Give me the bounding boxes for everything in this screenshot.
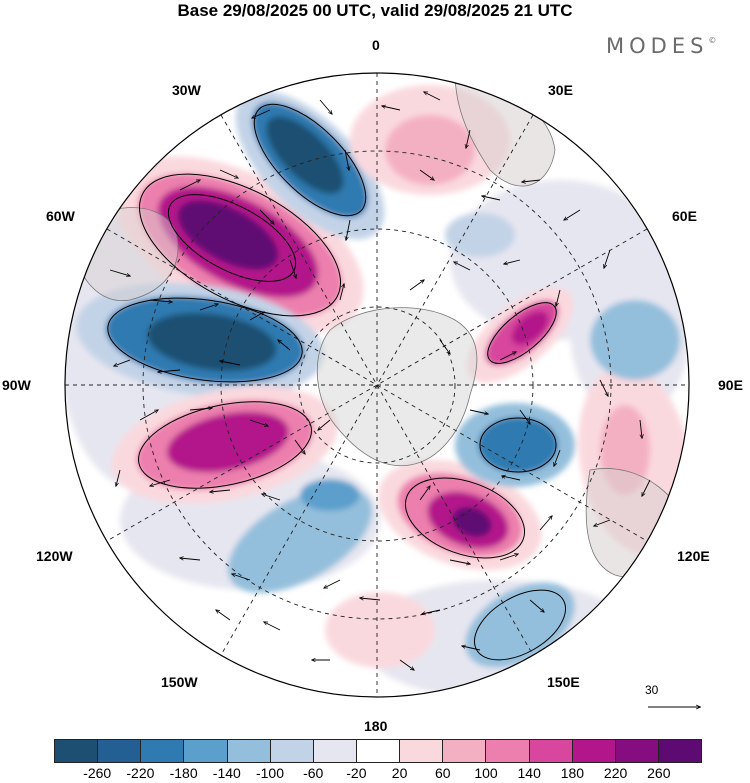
colorbar-tick-label: 60 xyxy=(435,765,451,781)
map-disk xyxy=(65,73,689,697)
lon-label-90e: 90E xyxy=(718,377,743,393)
lon-label-150e: 150E xyxy=(547,674,580,690)
colorbar-swatch xyxy=(98,740,142,762)
lon-label-150w: 150W xyxy=(161,674,198,690)
antarctica-landmass xyxy=(316,307,478,467)
brand-name: MODES xyxy=(606,34,709,58)
lon-label-60w: 60W xyxy=(46,208,75,224)
colorbar-swatch xyxy=(443,740,487,762)
colorbar-tick-label: -260 xyxy=(83,765,112,781)
colorbar-tick-label: -180 xyxy=(169,765,198,781)
colorbar-tick-label: -60 xyxy=(303,765,324,781)
colorbar-swatch xyxy=(658,740,702,762)
colorbar-swatch xyxy=(615,740,659,762)
copyright-mark: © xyxy=(708,36,717,45)
lon-label-30e: 30E xyxy=(548,82,573,98)
lon-label-90w: 90W xyxy=(2,377,31,393)
colorbar-tick-label: 220 xyxy=(603,765,628,781)
colorbar-tick-label: -220 xyxy=(126,765,155,781)
lon-label-120e: 120E xyxy=(677,548,710,564)
colorbar-swatch xyxy=(141,740,185,762)
lon-label-180: 180 xyxy=(364,718,388,734)
colorbar-tick-label: 100 xyxy=(474,765,498,781)
colorbar-tick-label: -100 xyxy=(255,765,285,781)
graticule xyxy=(65,73,689,697)
colorbar-swatch xyxy=(529,740,573,762)
polar-map xyxy=(64,72,750,740)
australia-landmass xyxy=(585,468,689,580)
colorbar-swatch xyxy=(356,740,401,762)
colorbar-tick-label: 20 xyxy=(391,765,408,781)
colorbar-swatch xyxy=(572,740,616,762)
lon-label-60e: 60E xyxy=(672,208,697,224)
lon-label-120w: 120W xyxy=(36,548,73,564)
anomaly-fill xyxy=(65,85,689,697)
colorbar-swatch xyxy=(400,740,444,762)
colorbar-swatch xyxy=(227,740,271,762)
contour-lines xyxy=(107,103,567,661)
colorbar-tick-label: -20 xyxy=(346,765,367,781)
colorbar-swatch xyxy=(313,740,357,762)
colorbar-swatch xyxy=(55,740,99,762)
lon-label-0: 0 xyxy=(372,37,380,53)
colorbar-swatch xyxy=(184,740,228,762)
colorbar-swatch xyxy=(270,740,314,762)
colorbar-tick-label: 180 xyxy=(560,765,585,781)
colorbar-tick-label: -140 xyxy=(212,765,241,781)
colorbar-tick-label: 260 xyxy=(647,765,671,781)
lon-label-30w: 30W xyxy=(172,82,201,98)
modes-logo: MODES© xyxy=(606,34,716,58)
wind-vectors xyxy=(109,92,651,670)
map-title: Base 29/08/2025 00 UTC, valid 29/08/2025… xyxy=(177,1,573,20)
colorbar xyxy=(54,739,702,763)
reference-vector-label: 30 xyxy=(645,683,659,697)
colorbar-tick-label: 140 xyxy=(517,765,541,781)
map-boundary xyxy=(64,72,690,698)
colorbar-swatch xyxy=(486,740,530,762)
colorbar-ticks: -260 -220 -180 -140 -100 -60 -20 20 60 100 140 180 2… xyxy=(54,765,702,783)
